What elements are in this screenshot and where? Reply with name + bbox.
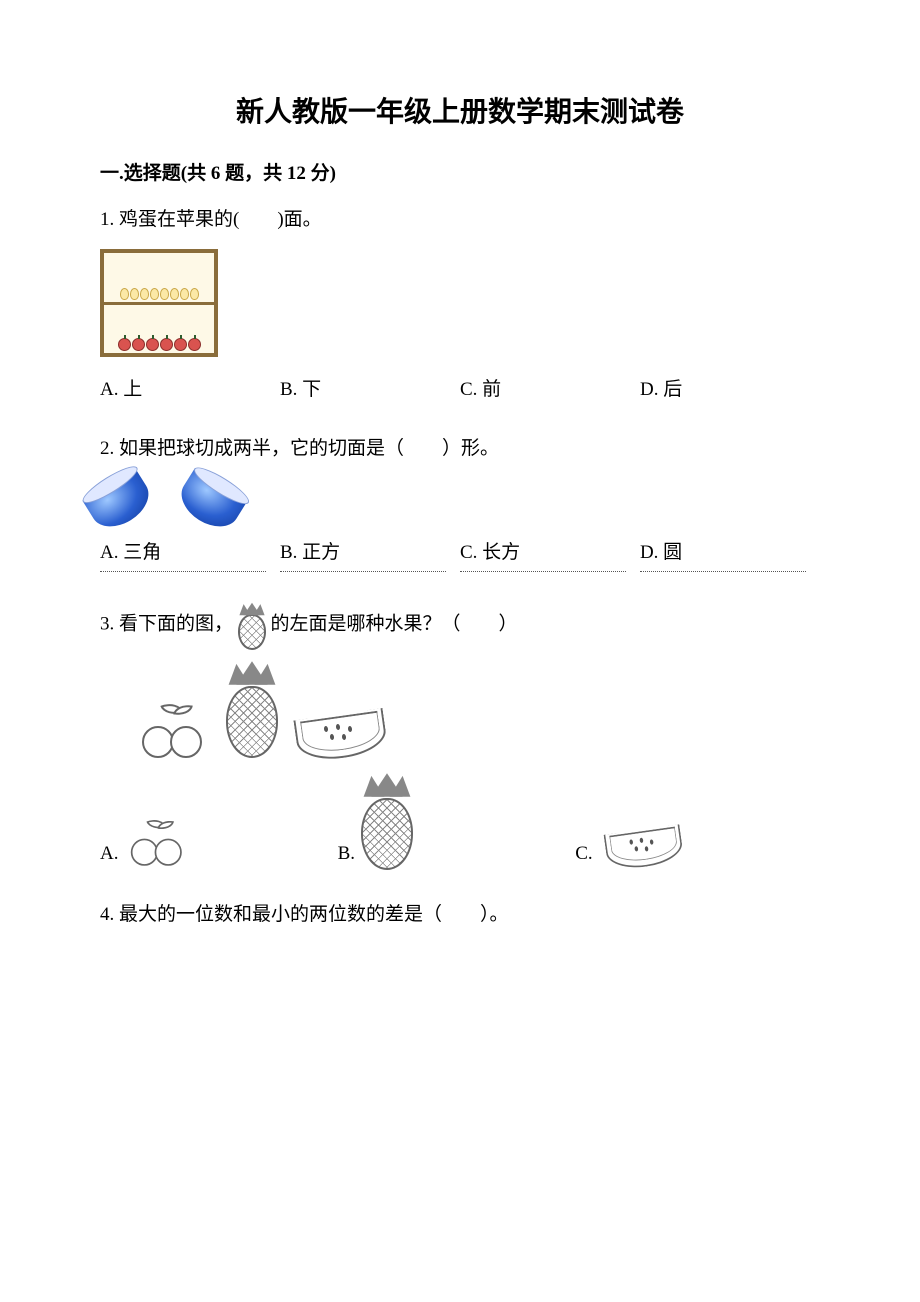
question-4: 4. 最大的一位数和最小的两位数的差是（ ）。	[100, 900, 820, 930]
q1-text: 1. 鸡蛋在苹果的( )面。	[100, 205, 820, 235]
egg-icon	[130, 288, 139, 300]
q3-choice-b-label: B.	[338, 839, 355, 869]
apple-icon	[160, 338, 173, 351]
q2-image	[100, 478, 820, 520]
hemisphere-right-icon	[173, 468, 248, 536]
q3-choice-b: B.	[338, 776, 576, 870]
q2-choices: A. 三角 B. 正方 C. 长方 D. 圆	[100, 538, 820, 571]
cherries-icon	[140, 702, 208, 758]
egg-icon	[120, 288, 129, 300]
q2-choice-b: B. 正方	[280, 538, 446, 571]
q3-text-after: 的左面是哪种水果？（ ）	[271, 613, 518, 634]
q2-choice-a: A. 三角	[100, 538, 266, 571]
question-1: 1. 鸡蛋在苹果的( )面。	[100, 205, 820, 406]
hemispheres-icon	[100, 478, 820, 520]
egg-icon	[190, 288, 199, 300]
q3-text: 3. 看下面的图， 的左面是哪种水果？（ ）	[100, 600, 820, 650]
q1-choice-c: C. 前	[460, 375, 640, 405]
page-title: 新人教版一年级上册数学期末测试卷	[100, 90, 820, 130]
egg-icon	[160, 288, 169, 300]
hemisphere-left-icon	[82, 468, 157, 536]
egg-icon	[140, 288, 149, 300]
question-3: 3. 看下面的图， 的左面是哪种水果？（ ）	[100, 600, 820, 870]
pineapple-icon	[238, 600, 266, 650]
q3-choice-c: C.	[575, 826, 813, 870]
shelf-icon	[100, 249, 218, 357]
q3-choice-a-label: A.	[100, 839, 118, 869]
q2-text: 2. 如果把球切成两半，它的切面是（ ）形。	[100, 434, 820, 464]
q3-text-before: 3. 看下面的图，	[100, 613, 233, 634]
q2-choice-d: D. 圆	[640, 538, 806, 571]
question-2: 2. 如果把球切成两半，它的切面是（ ）形。 A. 三角 B. 正方 C. 长方…	[100, 434, 820, 572]
watermelon-icon	[605, 829, 682, 866]
shelf-row-eggs	[104, 253, 214, 302]
apple-icon	[188, 338, 201, 351]
q1-choices: A. 上 B. 下 C. 前 D. 后	[100, 375, 820, 405]
q1-choice-b: B. 下	[280, 375, 460, 405]
cherries-icon	[130, 818, 188, 866]
q1-choice-d: D. 后	[640, 375, 820, 405]
q2-choice-c: C. 长方	[460, 538, 626, 571]
q1-image	[100, 249, 820, 357]
egg-icon	[170, 288, 179, 300]
apple-icon	[132, 338, 145, 351]
pineapple-icon	[361, 776, 413, 870]
q1-choice-a: A. 上	[100, 375, 280, 405]
egg-icon	[150, 288, 159, 300]
q3-choices: A. B. C.	[100, 776, 820, 870]
shelf-row-apples	[104, 302, 214, 354]
apple-icon	[118, 338, 131, 351]
q3-choice-a: A.	[100, 814, 338, 870]
q3-choice-c-label: C.	[575, 839, 592, 869]
egg-icon	[180, 288, 189, 300]
apple-icon	[174, 338, 187, 351]
apple-icon	[146, 338, 159, 351]
q3-fruit-row	[140, 664, 820, 758]
pineapple-icon	[226, 664, 278, 758]
watermelon-icon	[296, 714, 386, 758]
section-1-header: 一.选择题(共 6 题，共 12 分)	[100, 158, 820, 185]
q4-text: 4. 最大的一位数和最小的两位数的差是（ ）。	[100, 900, 820, 930]
exam-page: 新人教版一年级上册数学期末测试卷 一.选择题(共 6 题，共 12 分) 1. …	[0, 0, 920, 1302]
